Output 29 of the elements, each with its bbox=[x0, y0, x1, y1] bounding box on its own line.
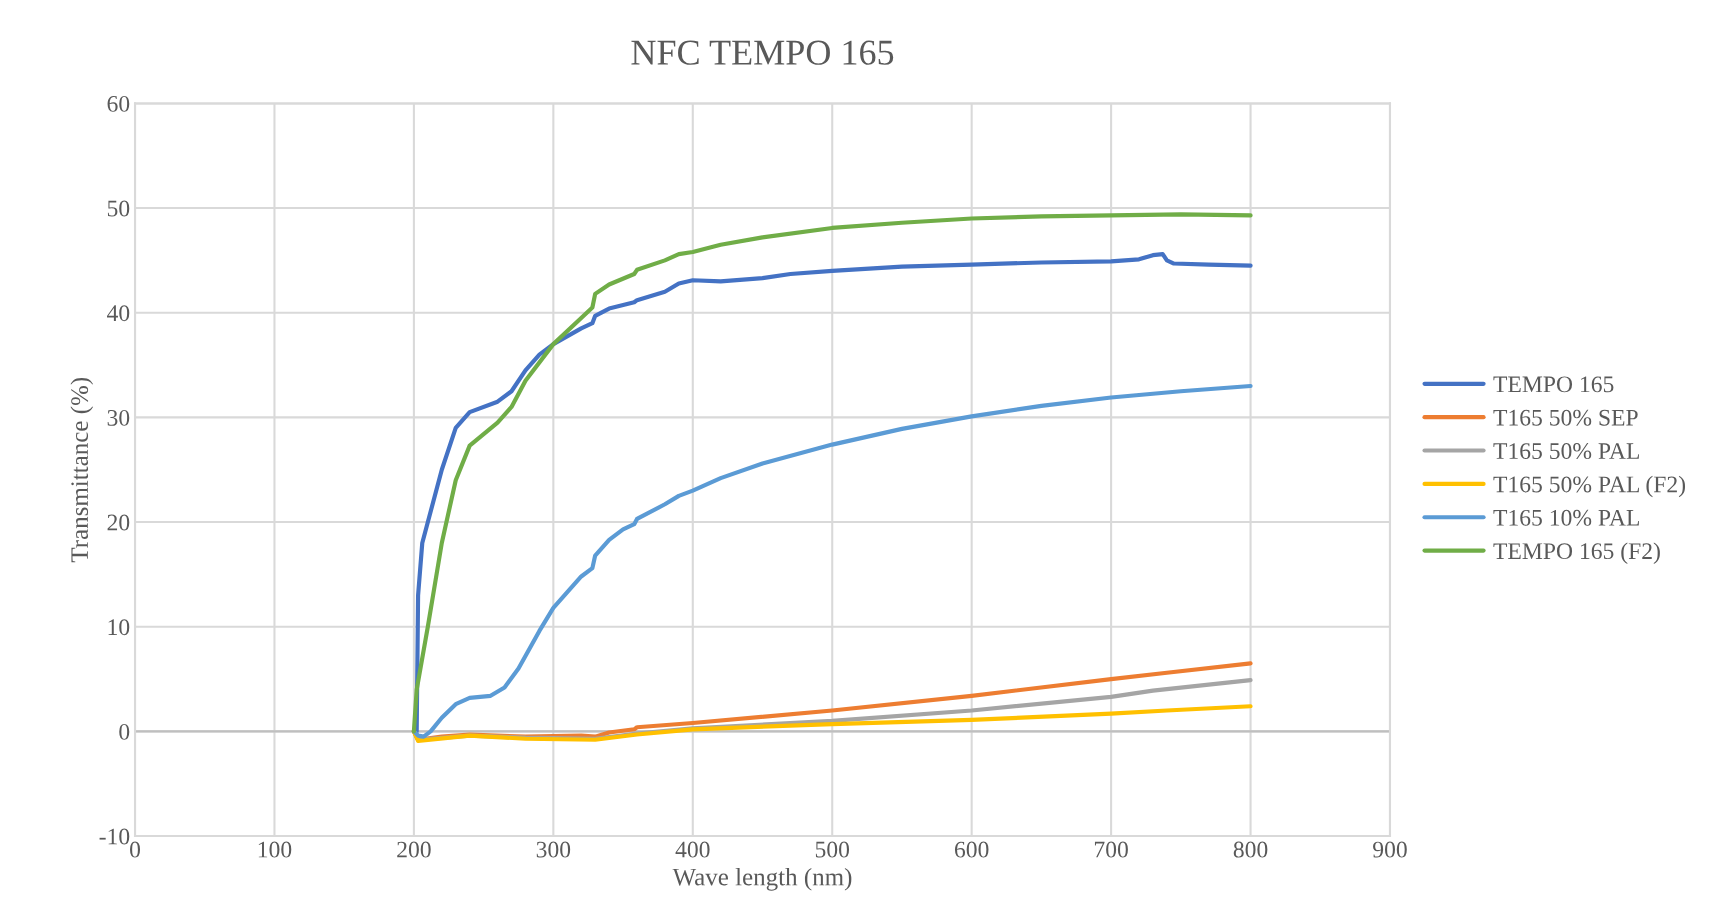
y-tick-label: 10 bbox=[108, 619, 130, 636]
x-tick-label: 600 bbox=[954, 841, 989, 858]
x-tick-label: 0 bbox=[130, 841, 141, 858]
legend-label: TEMPO 165 bbox=[1493, 376, 1614, 393]
legend-label: T165 50% SEP bbox=[1493, 409, 1638, 426]
y-tick-label: -10 bbox=[99, 828, 130, 845]
x-tick-label: 500 bbox=[815, 841, 850, 858]
y-tick-label: 0 bbox=[119, 723, 130, 740]
x-tick-label: 200 bbox=[397, 841, 431, 858]
x-tick-label: 700 bbox=[1094, 841, 1128, 858]
y-axis-title: Transmittance (%) bbox=[70, 377, 94, 563]
x-tick-label: 900 bbox=[1373, 841, 1407, 858]
y-tick-label: 30 bbox=[107, 409, 130, 426]
legend-label: T165 50% PAL (F2) bbox=[1493, 475, 1686, 498]
x-tick-label: 100 bbox=[258, 841, 292, 858]
legend-label: T165 10% PAL bbox=[1493, 509, 1639, 526]
x-tick-label: 300 bbox=[536, 841, 571, 858]
x-axis-title: Wave length (nm) bbox=[672, 867, 852, 891]
legend-label: TEMPO 165 (F2) bbox=[1493, 542, 1660, 564]
legend-label: T165 50% PAL bbox=[1493, 443, 1639, 460]
y-tick-label: 40 bbox=[107, 305, 130, 322]
x-tick-label: 400 bbox=[675, 841, 710, 858]
line-series bbox=[411, 704, 1253, 743]
x-tick-label: 800 bbox=[1233, 841, 1268, 858]
y-tick-label: 50 bbox=[107, 200, 130, 217]
y-tick-label: 20 bbox=[107, 514, 130, 531]
y-tick-label: 60 bbox=[107, 95, 130, 112]
chart-title: NFC TEMPO 165 bbox=[631, 40, 894, 65]
line-series bbox=[411, 383, 1253, 739]
